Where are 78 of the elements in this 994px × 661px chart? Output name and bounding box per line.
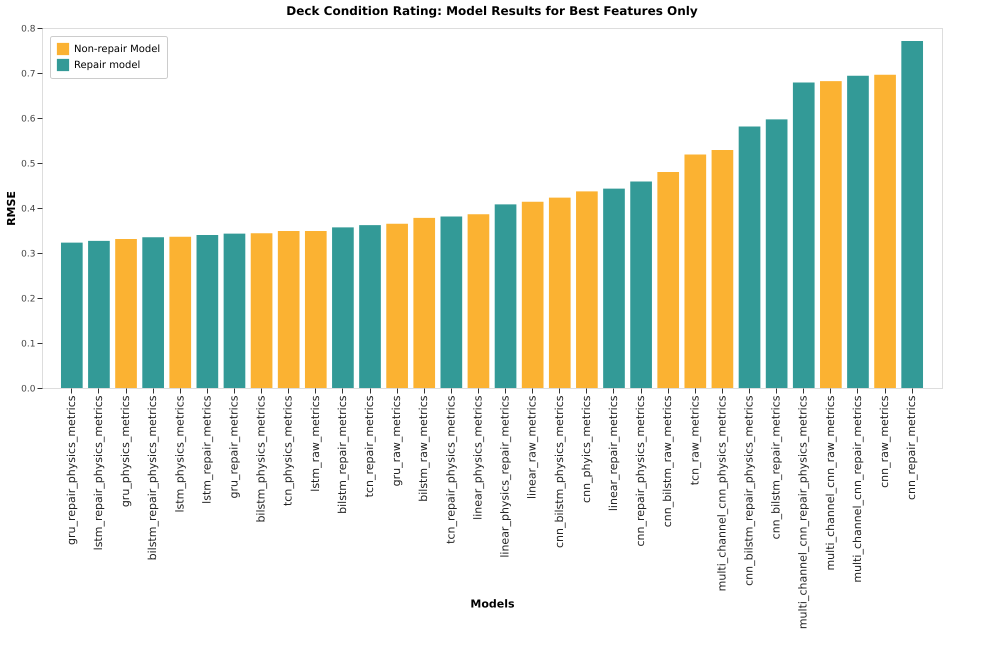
x-tick-label: cnn_repair_metrics: [905, 395, 918, 500]
y-tick-label: 0.6: [21, 114, 36, 124]
bar: [196, 235, 218, 388]
bar: [738, 126, 760, 388]
y-tick-label: 0.7: [21, 70, 36, 80]
bar: [657, 172, 680, 388]
y-tick-label: 0.8: [21, 24, 36, 34]
bar: [440, 216, 462, 388]
bar: [359, 225, 381, 388]
bar: [332, 227, 354, 388]
x-tick-label: bilstm_raw_metrics: [417, 395, 430, 502]
bar: [494, 204, 516, 388]
y-tick-label: 0.5: [21, 160, 36, 170]
bar: [901, 41, 924, 388]
bar: [304, 230, 327, 388]
y-tick-label: 0.4: [21, 204, 36, 214]
x-tick-label: linear_repair_metrics: [606, 395, 620, 512]
x-tick-label: lstm_repair_physics_metrics: [92, 395, 105, 550]
x-tick-label: linear_raw_metrics: [526, 395, 539, 500]
bar: [169, 236, 192, 388]
bar: [766, 119, 788, 388]
bar: [413, 218, 436, 388]
legend-label: Non-repair Model: [74, 44, 160, 55]
x-tick-label: gru_physics_metrics: [119, 395, 132, 508]
x-tick-label: lstm_repair_metrics: [200, 395, 214, 504]
x-tick-label: cnn_bilstm_raw_metrics: [661, 395, 674, 528]
bar: [468, 214, 490, 388]
y-tick-label: 0.3: [21, 250, 36, 260]
x-tick-label: lstm_physics_metrics: [173, 395, 186, 512]
bar: [88, 240, 110, 388]
x-tick-label: lstm_raw_metrics: [308, 395, 322, 492]
x-tick-label: multi_channel_cnn_raw_metrics: [824, 395, 837, 571]
x-tick-label: cnn_repair_physics_metrics: [634, 395, 648, 547]
y-tick-label: 0.2: [21, 294, 36, 304]
x-tick-label: gru_repair_physics_metrics: [64, 395, 78, 546]
chart-title: Deck Condition Rating: Model Results for Best Features Only: [286, 4, 698, 18]
x-tick-label: gru_raw_metrics: [390, 395, 404, 486]
y-tick-label: 0.1: [21, 340, 36, 350]
y-axis-title: RMSE: [5, 191, 18, 226]
x-tick-label: linear_physics_metrics: [471, 395, 484, 520]
bar: [548, 198, 571, 388]
x-tick-label: cnn_bilstm_repair_metrics: [770, 395, 783, 540]
x-tick-label: cnn_bilstm_physics_metrics: [552, 395, 566, 548]
bar: [250, 233, 272, 388]
bar: [522, 202, 544, 388]
bar: [603, 188, 625, 388]
x-axis-title: Models: [470, 598, 516, 610]
x-tick-label: bilstm_repair_metrics: [336, 395, 349, 514]
bar: [847, 76, 869, 388]
bar: [792, 82, 815, 388]
bar: [576, 191, 598, 388]
bar: [60, 242, 83, 388]
x-tick-label: multi_channel_cnn_physics_metrics: [715, 395, 728, 592]
bar: [820, 81, 842, 388]
x-tick-label: bilstm_physics_metrics: [254, 395, 268, 523]
y-tick-label: 0.0: [21, 384, 36, 394]
x-tick-label: gru_repair_metrics: [227, 395, 240, 498]
bar: [142, 237, 164, 388]
bar: [115, 239, 137, 388]
x-tick-label: linear_physics_repair_metrics: [498, 395, 512, 558]
legend-label: Repair model: [74, 60, 140, 71]
bar: [386, 224, 408, 388]
x-tick-label: tcn_repair_metrics: [363, 395, 376, 498]
bar: [630, 181, 652, 388]
x-tick-label: multi_channel_cnn_repair_metrics: [850, 395, 864, 583]
bar: [712, 150, 734, 388]
bar: [684, 154, 706, 388]
bar: [874, 74, 896, 388]
x-tick-label: cnn_phyics_metrics: [580, 395, 593, 503]
x-tick-label: cnn_raw_metrics: [878, 395, 892, 488]
x-tick-label: tcn_raw_metrics: [688, 395, 702, 486]
x-tick-label: multi_channel_cnn_repair_physics_metrics: [796, 395, 810, 630]
x-tick-label: bilstm_repair_physics_metrics: [146, 395, 160, 560]
x-tick-label: tcn_physics_metrics: [282, 395, 295, 506]
x-tick-label: tcn_repair_physics_metrics: [444, 395, 458, 544]
x-tick-label: cnn_bilstm_repair_physics_metrics: [742, 395, 756, 586]
bar: [278, 230, 300, 388]
bar: [224, 234, 246, 388]
